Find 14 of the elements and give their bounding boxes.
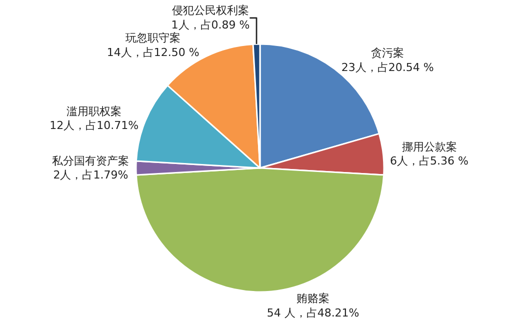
data-label: 2人，占1.79% [53,168,128,182]
slice-label: 贪污案 [371,46,404,60]
data-label: 23人，占20.54 % [341,60,434,74]
slice-label: 挪用公款案 [402,140,457,154]
data-label: 54 人，占48.21% [266,306,360,320]
slice-label: 侵犯公民权利案 [172,4,249,18]
data-label: 6人，占5.36 % [390,154,468,168]
data-label: 14人，占12.50 % [106,46,200,59]
slice-label: 贿赂案 [296,292,330,305]
data-label: 1人，占0.89 % [171,18,250,32]
slice-label: 私分国有资产案 [52,154,130,168]
slice-label: 滥用职权案 [66,104,122,118]
slice-label: 玩忽职守案 [126,32,181,45]
data-label: 12人，占10.71% [50,119,139,132]
